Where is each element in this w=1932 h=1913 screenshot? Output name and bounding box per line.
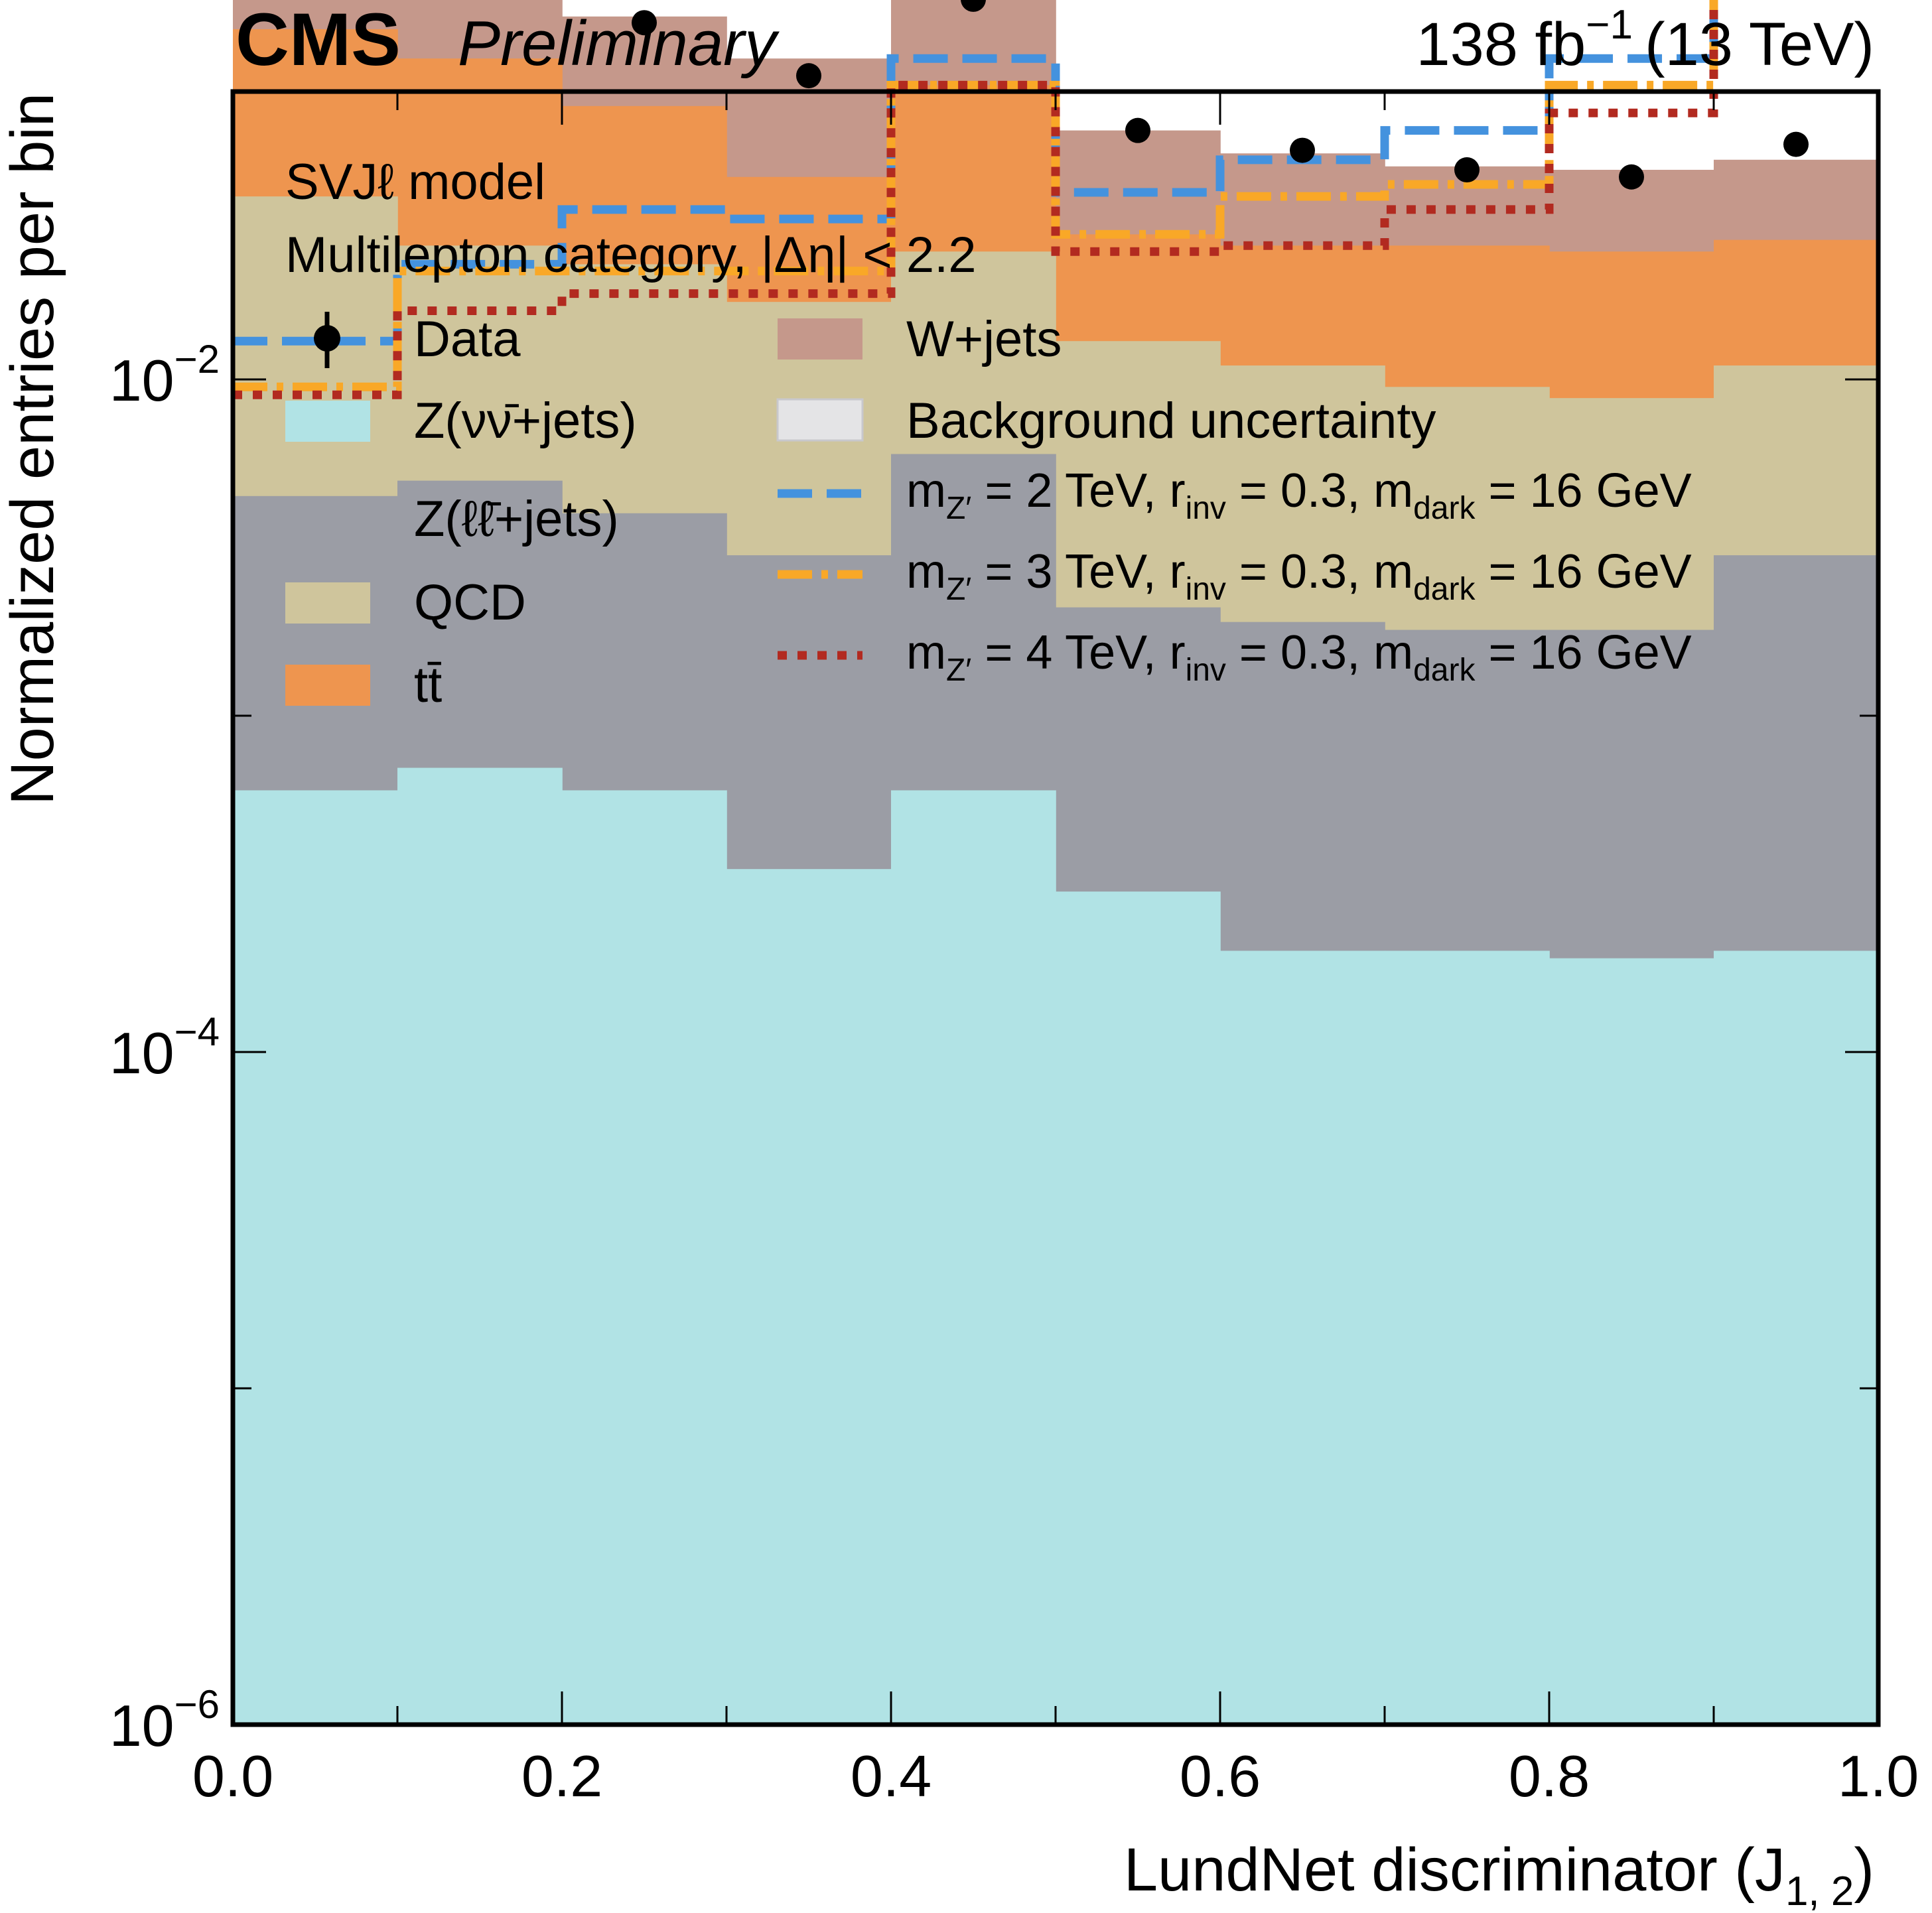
legend-wjets-swatch xyxy=(778,318,862,360)
legend-item-data: Data xyxy=(314,311,521,368)
x-axis-label-main: LundNet discriminator (J xyxy=(1124,1836,1785,1904)
legend-znunu-label: Z(νν̄+jets) xyxy=(414,393,637,449)
x-tick-label-2: 0.4 xyxy=(851,1743,932,1809)
legend-ttbar-swatch xyxy=(285,665,370,706)
data-point-4 xyxy=(961,0,986,12)
bar-znunu-2 xyxy=(562,790,727,1725)
legend-sig4-label: mZ′ = 4 TeV, rinv = 0.3, mdark = 16 GeV xyxy=(906,626,1692,688)
bar-znunu-3 xyxy=(726,869,892,1725)
legend-item-sig2: mZ′ = 2 TeV, rinv = 0.3, mdark = 16 GeV xyxy=(778,464,1692,526)
x-tick-label-0: 0.0 xyxy=(192,1743,273,1809)
lumi-exponent: −1 xyxy=(1586,2,1633,48)
legend-item-zll: Z(ℓℓ̄+jets) xyxy=(285,491,619,547)
data-point-6 xyxy=(1290,137,1315,163)
category-label: Multilepton category, |Δη| < 2.2 xyxy=(285,227,977,283)
legend-zll-swatch xyxy=(285,499,370,540)
stack-znunu xyxy=(233,767,1879,1725)
bar-znunu-1 xyxy=(397,767,563,1725)
y-tick-label-2: 10−2 xyxy=(109,337,220,413)
x-tick-label-4: 0.8 xyxy=(1509,1743,1590,1809)
model-label: SVJℓ model xyxy=(285,154,545,210)
data-points xyxy=(632,0,1809,190)
legend-zll-label: Z(ℓℓ̄+jets) xyxy=(414,491,619,547)
x-axis-label-sub: 1, 2 xyxy=(1785,1869,1854,1913)
axis-ticks: 0.00.20.40.60.81.010−610−410−2100102 xyxy=(109,92,1919,1809)
x-axis-label: LundNet discriminator (J1, 2) xyxy=(1124,1836,1874,1913)
legend-item-uncertainty: Background uncertainty xyxy=(776,393,1436,449)
legend-item-znunu: Z(νν̄+jets) xyxy=(285,393,637,449)
status-label: Preliminary xyxy=(458,8,780,79)
experiment-label: CMS xyxy=(236,0,401,81)
y-tick-label-0: 10−6 xyxy=(109,1682,220,1758)
legend-sig3-label: mZ′ = 3 TeV, rinv = 0.3, mdark = 16 GeV xyxy=(906,545,1692,607)
legend-sig2-label: mZ′ = 2 TeV, rinv = 0.3, mdark = 16 GeV xyxy=(906,464,1692,526)
lumi-value: 138 fb xyxy=(1416,11,1586,78)
data-point-9 xyxy=(1783,131,1809,157)
legend-uncertainty-label: Background uncertainty xyxy=(906,393,1436,449)
legend-item-sig3: mZ′ = 3 TeV, rinv = 0.3, mdark = 16 GeV xyxy=(778,545,1692,607)
bar-znunu-6 xyxy=(1220,951,1385,1725)
y-tick-label-1: 10−4 xyxy=(109,1010,220,1086)
legend-qcd-label: QCD xyxy=(414,574,526,631)
legend-item-qcd: QCD xyxy=(285,574,526,631)
bar-znunu-0 xyxy=(233,790,398,1725)
x-tick-label-5: 1.0 xyxy=(1838,1743,1919,1809)
y-axis-label: Normalized entries per bin xyxy=(0,93,66,805)
data-point-2 xyxy=(632,10,657,36)
x-tick-label-3: 0.6 xyxy=(1180,1743,1261,1809)
legend-uncertainty-swatch xyxy=(776,398,864,442)
energy-label: (13 TeV) xyxy=(1645,11,1874,78)
legend-data-label: Data xyxy=(414,311,521,367)
data-point-8 xyxy=(1619,164,1644,190)
x-tick-label-1: 0.2 xyxy=(521,1743,602,1809)
data-point-3 xyxy=(796,63,821,89)
lumi-label: 138 fb−1 (13 TeV) xyxy=(1416,2,1874,78)
legend-data-marker xyxy=(314,325,340,352)
bar-znunu-5 xyxy=(1056,891,1221,1725)
legend-ttbar-label: tt̄ xyxy=(414,657,442,713)
bar-znunu-4 xyxy=(891,790,1056,1725)
legend-item-ttbar: tt̄ xyxy=(285,657,442,713)
bar-znunu-9 xyxy=(1714,951,1879,1725)
legend-signal-items: mZ′ = 2 TeV, rinv = 0.3, mdark = 16 GeV m… xyxy=(778,464,1692,688)
signal-line-sig3 xyxy=(233,0,1718,391)
legend-znunu-swatch xyxy=(285,401,370,442)
legend-item-wjets: W+jets xyxy=(778,311,1062,367)
background-stack xyxy=(233,0,1879,1725)
legend: Data Z(νν̄+jets) Z(ℓℓ̄+jets) QCD tt̄ W+j… xyxy=(285,311,1692,713)
x-axis-label-end: ) xyxy=(1854,1836,1874,1904)
data-point-5 xyxy=(1125,117,1150,143)
legend-qcd-swatch xyxy=(285,582,370,624)
bar-znunu-7 xyxy=(1385,951,1550,1725)
legend-wjets-label: W+jets xyxy=(906,311,1062,367)
bar-znunu-8 xyxy=(1549,958,1714,1725)
data-point-7 xyxy=(1454,157,1480,183)
legend-item-sig4: mZ′ = 4 TeV, rinv = 0.3, mdark = 16 GeV xyxy=(778,626,1692,688)
